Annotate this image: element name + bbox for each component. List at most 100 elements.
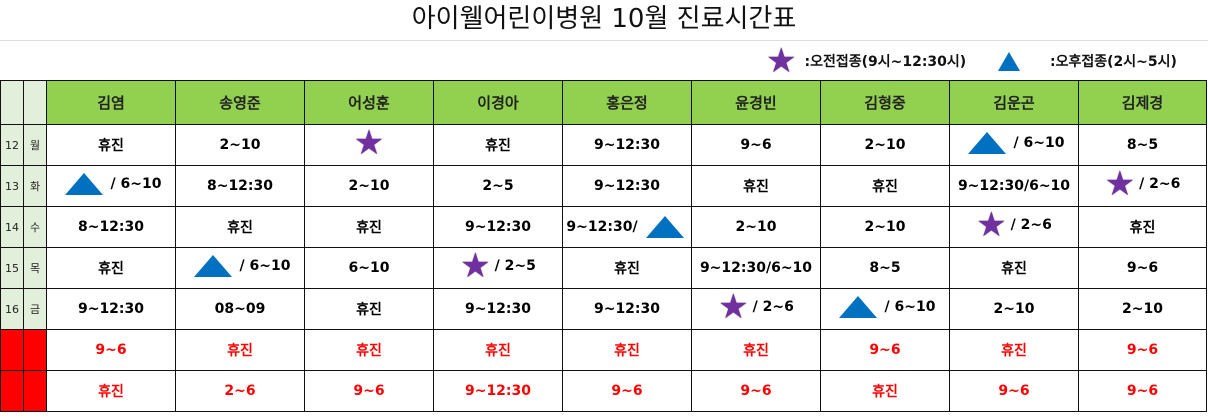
- schedule-cell: 휴진: [820, 370, 950, 412]
- schedule-cell: 휴진: [304, 288, 434, 330]
- schedule-cell: 휴진: [949, 329, 1079, 371]
- schedule-cell: 휴진: [691, 165, 821, 207]
- page-title: 아이웰어린이병원 10월 진료시간표: [0, 0, 1208, 41]
- date-cell: 17: [0, 329, 24, 371]
- schedule-cell-content: 9~6: [740, 137, 771, 153]
- schedule-hours: 9~12:30: [77, 301, 145, 317]
- schedule-cell: 2~6: [175, 370, 305, 412]
- schedule-cell: 2~10: [820, 206, 950, 248]
- schedule-cell: 8~5: [1078, 124, 1207, 166]
- schedule-hours: 9~6: [611, 383, 643, 399]
- schedule-hours: 휴진: [1001, 343, 1027, 359]
- schedule-cell-content: 9~6: [998, 383, 1029, 399]
- schedule-cell: ★/ 2~6: [1078, 165, 1207, 207]
- day-cell: 수: [23, 206, 47, 248]
- doctor-header: 김형중: [820, 80, 950, 125]
- schedule-hours: / 2~5: [494, 257, 536, 274]
- schedule-cell: 9~6: [304, 370, 434, 412]
- schedule-hours: 2~10: [735, 219, 777, 235]
- schedule-hours: 9~12:30: [464, 301, 532, 317]
- schedule-cell: 휴진: [46, 247, 176, 289]
- schedule-cell: 9~6: [820, 329, 950, 371]
- schedule-cell: 2~10: [820, 124, 950, 166]
- schedule-cell-content: ★/ 2~6: [718, 286, 794, 327]
- schedule-cell-content: / 6~10: [835, 296, 936, 318]
- schedule-hours: 휴진: [98, 261, 124, 277]
- schedule-cell: 6~10: [304, 247, 434, 289]
- schedule-hours: 휴진: [227, 343, 253, 359]
- schedule-cell-content: / 6~10: [61, 173, 161, 195]
- star-icon: ★: [718, 286, 749, 327]
- schedule-cell: 휴진: [562, 329, 692, 371]
- date-cell: 14: [0, 206, 24, 248]
- schedule-cell: 휴진: [175, 206, 305, 248]
- schedule-cell: 9~12:30: [433, 370, 563, 412]
- doctor-header: 김제경: [1078, 80, 1207, 125]
- schedule-cell: 2~10: [691, 206, 821, 248]
- schedule-hours: 8~5: [869, 260, 901, 276]
- doctor-header: 윤경빈: [691, 80, 821, 125]
- schedule-cell: 9~12:30: [562, 165, 692, 207]
- schedule-cell-content: 9~12:30: [465, 219, 531, 235]
- schedule-cell-content: 8~12:30: [207, 178, 273, 194]
- schedule-hours: 9~6: [998, 383, 1030, 399]
- day-cell: 금: [23, 288, 47, 330]
- schedule-hours: 휴진: [485, 138, 511, 154]
- date-cell: 15: [0, 247, 24, 289]
- schedule-cell-content: 2~10: [994, 301, 1035, 317]
- schedule-hours: 9~6: [1126, 342, 1159, 358]
- schedule-cell-content: 9~6: [740, 383, 771, 399]
- schedule-cell: / 6~10: [46, 165, 176, 207]
- legend-afternoon: :오후접종(2시~5시): [994, 51, 1177, 71]
- schedule-cell-content: 휴진: [1001, 258, 1027, 278]
- schedule-hours: 9~6: [353, 383, 385, 399]
- schedule-hours: / 6~10: [239, 258, 291, 274]
- schedule-cell-content: 휴진: [356, 299, 382, 319]
- schedule-cell-content: 9~12:30/: [566, 216, 687, 238]
- schedule-cell-content: ★: [354, 126, 384, 160]
- schedule-cell-content: 8~12:30: [78, 219, 144, 235]
- table-row: 17 토 9~6 휴진 휴진 휴진 휴진 휴진 9~6 휴진 9~6: [0, 329, 1207, 371]
- schedule-cell-content: 9~12:30: [594, 137, 660, 153]
- day-header: [23, 80, 47, 125]
- schedule-hours: 휴진: [356, 343, 382, 359]
- star-icon: ★: [460, 245, 491, 286]
- doctor-header: 이경아: [433, 80, 563, 125]
- schedule-cell: ★/ 2~6: [691, 286, 821, 330]
- schedule-hours: / 6~10: [884, 299, 936, 315]
- schedule-hours: 9~12:30: [593, 301, 661, 317]
- triangle-icon: [838, 296, 877, 318]
- schedule-hours: / 2~6: [752, 298, 794, 315]
- schedule-cell: 2~10: [304, 165, 434, 207]
- schedule-hours: 9~6: [740, 383, 772, 399]
- legend-morning: ★ :오전접종(9시~12:30시): [766, 41, 966, 81]
- schedule-cell: 휴진: [949, 247, 1079, 289]
- schedule-hours: 휴진: [98, 138, 124, 154]
- schedule-cell-content: 9~12:30: [465, 383, 531, 399]
- schedule-cell: / 6~10: [820, 288, 950, 330]
- schedule-cell-content: 휴진: [356, 340, 382, 360]
- schedule-cell-content: 6~10: [349, 260, 390, 276]
- schedule-cell-content: 휴진: [614, 340, 640, 360]
- schedule-cell: 9~6: [1078, 247, 1207, 289]
- schedule-cell: 9~6: [46, 329, 176, 371]
- schedule-hours: 2~6: [224, 383, 256, 399]
- schedule-cell: 9~12:30/: [562, 206, 692, 248]
- schedule-cell: 휴진: [433, 329, 563, 371]
- schedule-cell: 2~10: [949, 288, 1079, 330]
- schedule-cell: 2~5: [433, 165, 563, 207]
- star-icon: ★: [766, 41, 797, 81]
- schedule-cell-content: 휴진: [1130, 217, 1156, 237]
- schedule-cell-content: ★/ 2~5: [460, 245, 536, 286]
- schedule-hours: 2~10: [1122, 301, 1163, 317]
- schedule-cell: 2~10: [175, 124, 305, 166]
- schedule-cell-content: 9~12:30: [465, 301, 531, 317]
- schedule-cell-content: 8~5: [1127, 137, 1158, 153]
- schedule-cell: 휴진: [691, 329, 821, 371]
- schedule-hours: 휴진: [98, 384, 124, 400]
- doctor-header: 홍은정: [562, 80, 692, 125]
- table-row: 12 월 휴진 2~10 ★ 휴진 9~12:30 9~6 2~10 / 6~10 8~5: [0, 124, 1207, 166]
- schedule-hours: 휴진: [614, 343, 640, 359]
- schedule-cell-content: 휴진: [485, 135, 511, 155]
- schedule-cell-content: 휴진: [743, 176, 769, 196]
